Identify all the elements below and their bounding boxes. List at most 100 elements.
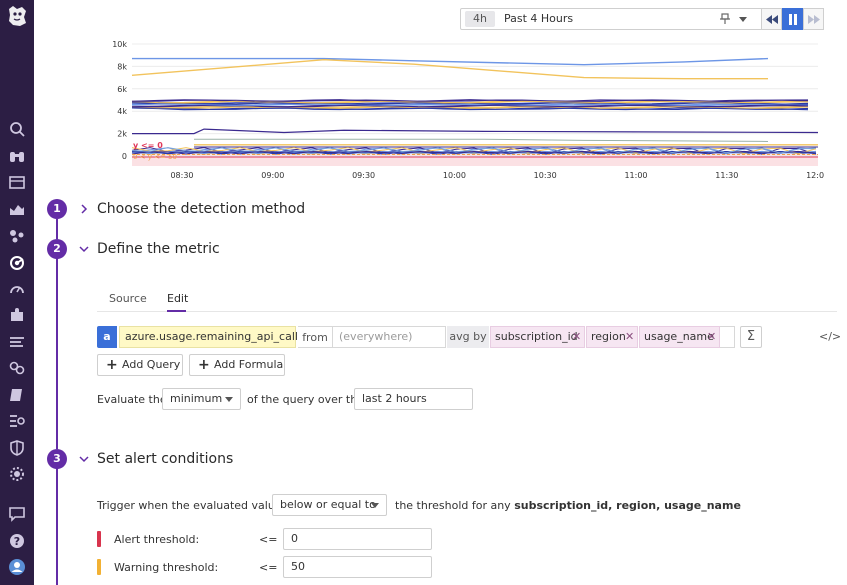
group-by-input[interactable] — [720, 326, 735, 348]
chevron-down-icon — [225, 397, 233, 402]
alert-threshold-chart-label: y <= 0 — [133, 141, 163, 150]
monitors-icon[interactable] — [7, 253, 27, 273]
comparator-value: below or equal to — [280, 498, 376, 511]
x-tick-label: 08:30 — [170, 171, 193, 180]
chevron-down-icon — [371, 503, 379, 508]
tab-edit[interactable]: Edit — [167, 292, 189, 305]
apm-gauge-icon[interactable] — [7, 279, 27, 299]
svg-text:?: ? — [14, 535, 20, 548]
chat-support-icon[interactable] — [7, 504, 27, 524]
from-label: from — [298, 326, 332, 348]
sidebar: ? — [0, 0, 34, 585]
metric-name-input[interactable]: azure.usage.remaining_api_calls — [119, 326, 304, 348]
datadog-logo-icon[interactable] — [4, 3, 30, 29]
warning-threshold-operator: <= — [259, 561, 278, 574]
help-icon[interactable]: ? — [7, 531, 27, 551]
code-view-toggle[interactable]: </> — [819, 330, 842, 343]
alert-threshold-operator: <= — [259, 533, 278, 546]
alert-threshold-color-bar — [97, 531, 101, 547]
active-tab-indicator — [167, 310, 186, 312]
group-by-tag-label: usage_name — [644, 330, 714, 343]
group-by-tag[interactable]: region ✕ — [586, 326, 638, 348]
settings-gear-icon[interactable] — [7, 464, 27, 484]
step-connector — [56, 219, 58, 239]
from-scope-input[interactable]: (everywhere) — [332, 326, 446, 348]
pause-button[interactable] — [782, 8, 803, 30]
chevron-down-icon[interactable] — [739, 17, 747, 22]
chevron-down-icon[interactable] — [78, 453, 90, 465]
y-tick-label: 4k — [117, 107, 127, 116]
search-icon[interactable] — [7, 119, 27, 139]
integrations-puzzle-icon[interactable] — [7, 305, 27, 325]
security-shield-icon[interactable] — [7, 438, 27, 458]
warning-threshold-input[interactable]: 50 — [283, 556, 432, 578]
remove-tag-icon[interactable]: ✕ — [707, 330, 717, 343]
infrastructure-icon[interactable] — [7, 226, 27, 246]
network-link-icon[interactable] — [7, 358, 27, 378]
query-letter-badge[interactable]: a — [97, 326, 117, 348]
add-query-button[interactable]: + Add Query — [97, 354, 183, 376]
trigger-suffix-text: the threshold for any subscription_id, r… — [395, 499, 741, 512]
tabs-divider — [97, 311, 837, 312]
step-connector — [56, 258, 58, 449]
logs-icon[interactable] — [7, 332, 27, 352]
step-1-title[interactable]: Choose the detection method — [97, 201, 306, 217]
aggregation-value: minimum — [170, 392, 223, 405]
pause-icon — [789, 14, 797, 25]
evaluate-prefix-text: Evaluate the — [97, 393, 167, 406]
step-2-title[interactable]: Define the metric — [97, 241, 220, 257]
x-tick-label: 10:30 — [534, 171, 557, 180]
series-line — [131, 150, 817, 155]
metric-timeseries-chart[interactable]: 10k 8k 6k 4k 2k 0 08:30 09:00 09:30 10:00 10:30 11:… — [84, 36, 824, 186]
alert-threshold-input[interactable]: 0 — [283, 528, 432, 550]
step-connector — [56, 468, 58, 585]
group-by-tag-label: subscription_id — [495, 330, 578, 343]
group-by-tag-label: region — [591, 330, 626, 343]
group-by-tag[interactable]: usage_name ✕ — [639, 326, 720, 348]
user-avatar-icon[interactable] — [7, 557, 27, 577]
time-range-badge: 4h — [465, 11, 495, 27]
evaluation-window-input[interactable]: last 2 hours — [354, 388, 473, 410]
add-query-label: Add Query — [122, 358, 181, 371]
remove-tag-icon[interactable]: ✕ — [625, 330, 635, 343]
add-formula-button[interactable]: + Add Formula — [189, 354, 285, 376]
y-tick-label: 2k — [117, 130, 127, 139]
notebook-icon[interactable] — [7, 385, 27, 405]
chevron-right-icon[interactable] — [78, 203, 90, 215]
x-tick-label: 11:30 — [715, 171, 738, 180]
avg-by-label[interactable]: avg by — [447, 326, 489, 348]
series-line — [132, 128, 819, 135]
time-range-picker[interactable]: 4h Past 4 Hours — [460, 8, 790, 30]
step-3-title[interactable]: Set alert conditions — [97, 451, 234, 467]
synthetics-icon[interactable] — [7, 411, 27, 431]
x-tick-label: 09:30 — [352, 171, 375, 180]
time-range-label: Past 4 Hours — [504, 12, 574, 25]
series-line — [131, 107, 809, 111]
dashboard-icon[interactable] — [7, 172, 27, 192]
step-2-badge: 2 — [47, 239, 67, 259]
rewind-button[interactable] — [761, 8, 782, 30]
main-content: 4h Past 4 Hours 10k 8k 6k 4k 2k 0 08:30 09:00 09… — [34, 0, 847, 585]
comparator-select[interactable]: below or equal to — [272, 494, 387, 516]
function-sigma-button[interactable]: Σ — [740, 326, 762, 348]
remove-tag-icon[interactable]: ✕ — [572, 330, 582, 343]
warning-threshold-color-bar — [97, 559, 101, 575]
metrics-chart-icon[interactable] — [7, 199, 27, 219]
binoculars-icon[interactable] — [7, 146, 27, 166]
aggregation-select[interactable]: minimum — [162, 388, 241, 410]
x-tick-label: 11:00 — [624, 171, 647, 180]
pin-icon[interactable] — [719, 13, 731, 25]
fast-forward-icon — [808, 15, 820, 24]
chevron-down-icon[interactable] — [78, 243, 90, 255]
step-1-badge: 1 — [47, 199, 67, 219]
y-tick-label: 8k — [117, 62, 127, 71]
alert-threshold-label: Alert threshold: — [114, 533, 200, 546]
plus-icon: + — [198, 357, 210, 373]
warning-threshold-label: Warning threshold: — [114, 561, 219, 574]
trigger-groups: subscription_id, region, usage_name — [514, 499, 741, 512]
y-tick-label: 10k — [112, 40, 127, 49]
tab-source[interactable]: Source — [109, 292, 147, 305]
fast-forward-button[interactable] — [803, 8, 824, 30]
add-formula-label: Add Formula — [214, 358, 284, 371]
group-by-tag[interactable]: subscription_id ✕ — [490, 326, 585, 348]
